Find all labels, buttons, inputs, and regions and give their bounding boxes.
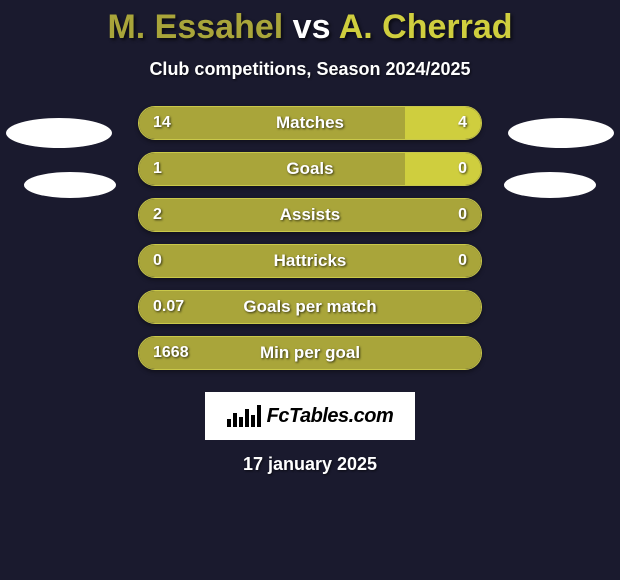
player2-club-placeholder <box>504 172 596 198</box>
generation-date: 17 january 2025 <box>0 454 620 475</box>
fctables-logo: FcTables.com <box>205 392 415 440</box>
player1-name: M. Essahel <box>107 8 283 46</box>
vs-text: vs <box>293 8 331 46</box>
player2-bar-segment <box>405 153 481 185</box>
logo-bars-icon <box>227 405 261 427</box>
player1-bar-segment <box>139 107 405 139</box>
player1-bar-segment <box>139 245 481 277</box>
player1-bar-segment <box>139 291 481 323</box>
comparison-title: M. Essahel vs A. Cherrad <box>0 0 620 47</box>
stat-row: 144Matches <box>138 106 482 140</box>
logo-text: FcTables.com <box>267 405 394 428</box>
player2-avatar-placeholder <box>508 118 614 148</box>
stat-row: 00Hattricks <box>138 244 482 278</box>
player1-avatar-placeholder <box>6 118 112 148</box>
stat-bars: 144Matches 10Goals 20Assists 00Hattricks 0.0… <box>138 106 482 382</box>
player2-bar-segment <box>405 107 481 139</box>
stat-row: 1668Min per goal <box>138 336 482 370</box>
player1-bar-segment <box>139 337 481 369</box>
stat-row: 0.07Goals per match <box>138 290 482 324</box>
subtitle: Club competitions, Season 2024/2025 <box>0 59 620 80</box>
player1-club-placeholder <box>24 172 116 198</box>
player1-bar-segment <box>139 153 405 185</box>
player2-name: A. Cherrad <box>339 8 513 46</box>
stat-row: 20Assists <box>138 198 482 232</box>
player1-bar-segment <box>139 199 481 231</box>
stat-row: 10Goals <box>138 152 482 186</box>
